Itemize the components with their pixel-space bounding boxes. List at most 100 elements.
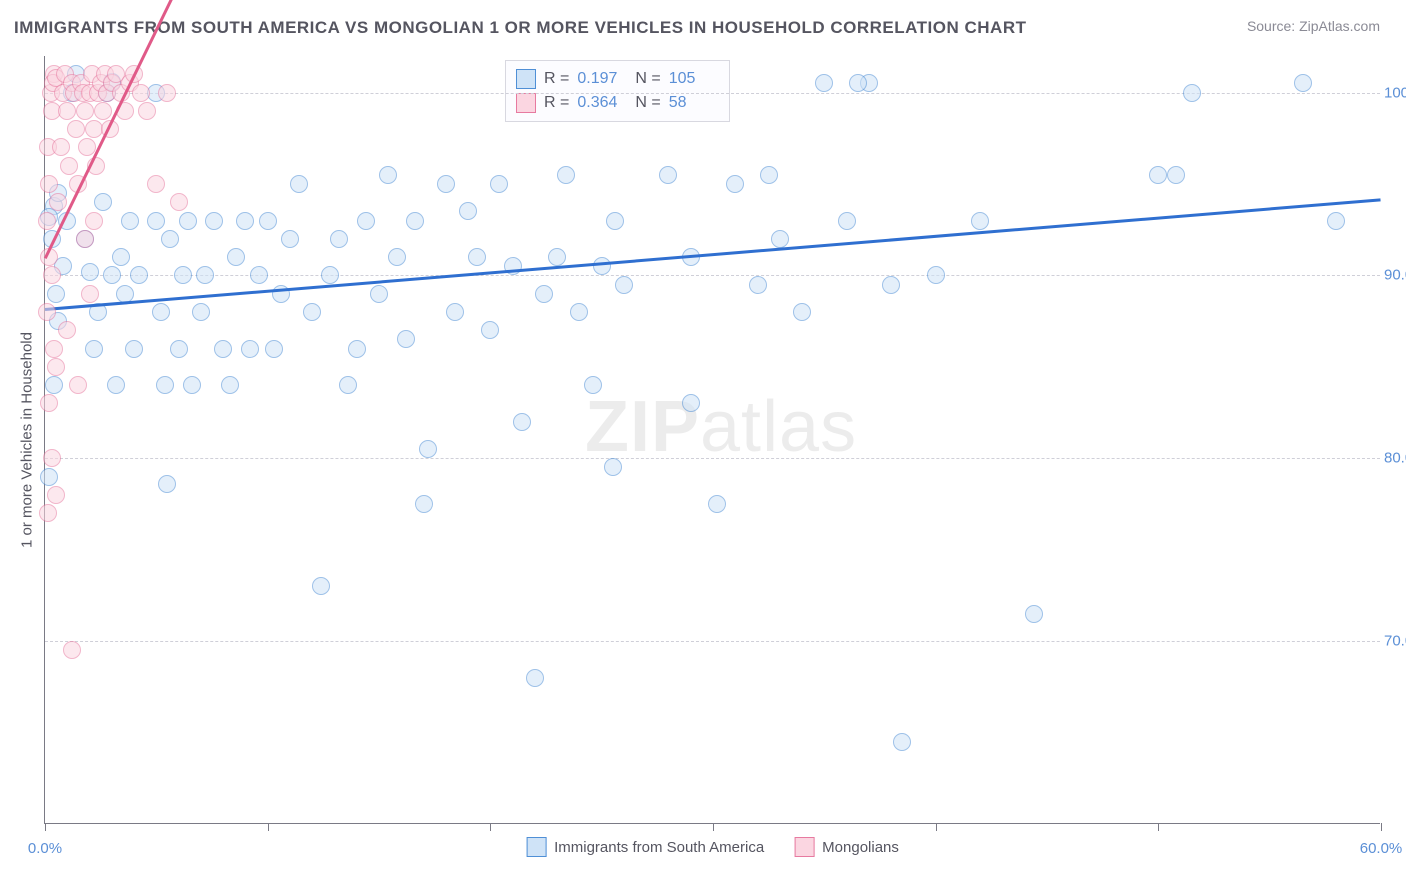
- x-tick: [268, 823, 269, 831]
- scatter-point: [147, 175, 165, 193]
- scatter-point: [76, 230, 94, 248]
- scatter-point: [971, 212, 989, 230]
- x-tick: [1381, 823, 1382, 831]
- scatter-point: [76, 102, 94, 120]
- scatter-point: [85, 212, 103, 230]
- x-tick-label: 60.0%: [1360, 840, 1403, 857]
- scatter-point: [406, 212, 424, 230]
- scatter-point: [281, 230, 299, 248]
- scatter-point: [290, 175, 308, 193]
- scatter-point: [156, 376, 174, 394]
- scatter-point: [606, 212, 624, 230]
- legend-item-series2: Mongolians: [794, 837, 899, 857]
- scatter-point: [40, 394, 58, 412]
- scatter-point: [52, 138, 70, 156]
- scatter-point: [584, 376, 602, 394]
- scatter-point: [132, 84, 150, 102]
- scatter-point: [659, 166, 677, 184]
- scatter-point: [370, 285, 388, 303]
- x-tick: [713, 823, 714, 831]
- scatter-point: [60, 157, 78, 175]
- scatter-point: [557, 166, 575, 184]
- scatter-point: [107, 376, 125, 394]
- scatter-point: [85, 340, 103, 358]
- scatter-point: [749, 276, 767, 294]
- scatter-point: [815, 74, 833, 92]
- stat-n-value: 58: [669, 91, 719, 115]
- scatter-point: [708, 495, 726, 513]
- scatter-point: [526, 669, 544, 687]
- scatter-point: [882, 276, 900, 294]
- gridline-h: [45, 93, 1380, 94]
- scatter-point: [604, 458, 622, 476]
- legend-stats-row: R = 0.197 N = 105: [516, 67, 719, 91]
- scatter-point: [348, 340, 366, 358]
- scatter-point: [1294, 74, 1312, 92]
- scatter-point: [158, 475, 176, 493]
- scatter-point: [330, 230, 348, 248]
- y-tick-label: 80.0%: [1384, 450, 1406, 467]
- scatter-point: [593, 257, 611, 275]
- stat-r-value: 0.364: [577, 91, 627, 115]
- scatter-point: [103, 266, 121, 284]
- scatter-point: [548, 248, 566, 266]
- scatter-point: [39, 504, 57, 522]
- scatter-point: [58, 102, 76, 120]
- gridline-h: [45, 458, 1380, 459]
- y-tick-label: 90.0%: [1384, 267, 1406, 284]
- stat-r-label: R =: [544, 91, 569, 115]
- bottom-legend: Immigrants from South America Mongolians: [526, 837, 899, 857]
- scatter-point: [196, 266, 214, 284]
- scatter-point: [192, 303, 210, 321]
- scatter-point: [47, 358, 65, 376]
- x-tick: [936, 823, 937, 831]
- source-attribution: Source: ZipAtlas.com: [1247, 18, 1380, 34]
- scatter-point: [45, 340, 63, 358]
- legend-item-series1: Immigrants from South America: [526, 837, 764, 857]
- stat-n-label: N =: [635, 67, 660, 91]
- chart-title: IMMIGRANTS FROM SOUTH AMERICA VS MONGOLI…: [14, 18, 1027, 38]
- scatter-point: [236, 212, 254, 230]
- scatter-point: [45, 376, 63, 394]
- scatter-point: [570, 303, 588, 321]
- scatter-point: [682, 394, 700, 412]
- stat-r-value: 0.197: [577, 67, 627, 91]
- legend-label-1: Immigrants from South America: [554, 839, 764, 856]
- watermark: ZIPatlas: [585, 386, 857, 468]
- legend-swatch: [516, 69, 536, 89]
- scatter-point: [47, 285, 65, 303]
- scatter-point: [170, 340, 188, 358]
- scatter-point: [397, 330, 415, 348]
- scatter-point: [1149, 166, 1167, 184]
- scatter-point: [513, 413, 531, 431]
- scatter-point: [174, 266, 192, 284]
- stat-n-value: 105: [669, 67, 719, 91]
- scatter-point: [927, 266, 945, 284]
- scatter-point: [40, 175, 58, 193]
- scatter-point: [63, 641, 81, 659]
- stat-n-label: N =: [635, 91, 660, 115]
- scatter-point: [38, 212, 56, 230]
- scatter-point: [94, 193, 112, 211]
- stat-r-label: R =: [544, 67, 569, 91]
- scatter-point: [446, 303, 464, 321]
- scatter-point: [312, 577, 330, 595]
- legend-swatch-2: [794, 837, 814, 857]
- y-tick-label: 70.0%: [1384, 633, 1406, 650]
- scatter-point: [388, 248, 406, 266]
- scatter-point: [1327, 212, 1345, 230]
- scatter-point: [259, 212, 277, 230]
- gridline-h: [45, 641, 1380, 642]
- x-tick: [490, 823, 491, 831]
- scatter-point: [152, 303, 170, 321]
- scatter-point: [147, 212, 165, 230]
- scatter-point: [419, 440, 437, 458]
- scatter-point: [121, 212, 139, 230]
- scatter-point: [58, 321, 76, 339]
- scatter-point: [726, 175, 744, 193]
- scatter-point: [138, 102, 156, 120]
- scatter-point: [793, 303, 811, 321]
- scatter-point: [214, 340, 232, 358]
- y-axis-label: 1 or more Vehicles in Household: [19, 332, 36, 548]
- scatter-plot-area: 1 or more Vehicles in Household ZIPatlas…: [44, 56, 1380, 824]
